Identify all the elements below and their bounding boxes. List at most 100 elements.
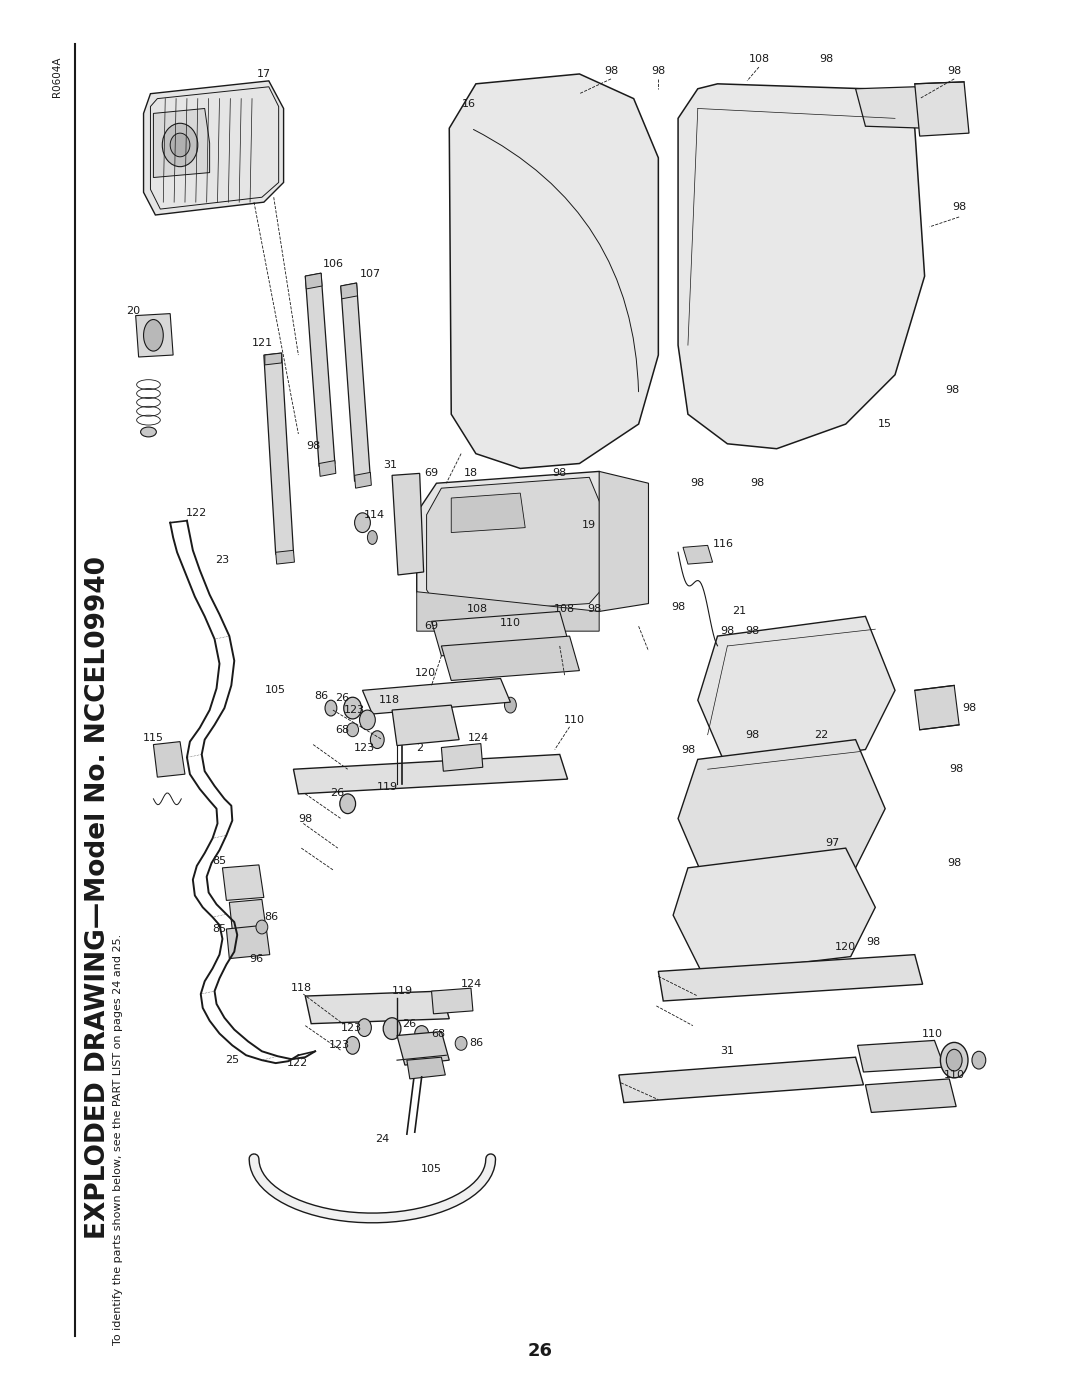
- Polygon shape: [397, 1031, 449, 1065]
- Text: 98: 98: [651, 66, 665, 75]
- Text: 121: 121: [252, 338, 272, 348]
- Text: 98: 98: [750, 478, 764, 488]
- Polygon shape: [865, 1078, 956, 1112]
- Text: 98: 98: [945, 384, 959, 394]
- Text: 110: 110: [564, 715, 585, 725]
- Ellipse shape: [140, 427, 157, 437]
- Text: 123: 123: [345, 705, 365, 715]
- Polygon shape: [915, 686, 959, 729]
- Text: 24: 24: [375, 1134, 389, 1144]
- Text: 98: 98: [745, 729, 759, 740]
- Text: 98: 98: [962, 703, 976, 712]
- Text: 98: 98: [604, 66, 618, 75]
- Polygon shape: [417, 592, 599, 631]
- Polygon shape: [432, 612, 569, 655]
- Ellipse shape: [256, 921, 268, 935]
- Text: 20: 20: [126, 306, 140, 316]
- Text: 98: 98: [553, 468, 567, 478]
- Text: 86: 86: [469, 1038, 483, 1048]
- Text: 26: 26: [329, 788, 343, 798]
- Text: 98: 98: [949, 764, 963, 774]
- Polygon shape: [153, 109, 210, 177]
- Text: 98: 98: [745, 626, 759, 636]
- Text: 98: 98: [947, 858, 961, 868]
- Text: 108: 108: [554, 605, 576, 615]
- Ellipse shape: [455, 1037, 467, 1051]
- Text: 98: 98: [671, 602, 685, 612]
- Text: To identify the parts shown below, see the PART LIST on pages 24 and 25.: To identify the parts shown below, see t…: [113, 933, 123, 1345]
- Text: 119: 119: [391, 986, 413, 996]
- Ellipse shape: [171, 133, 190, 156]
- Text: 110: 110: [944, 1070, 964, 1080]
- Text: 116: 116: [713, 539, 734, 549]
- Polygon shape: [678, 84, 924, 448]
- Text: 26: 26: [335, 693, 349, 703]
- Text: 98: 98: [951, 203, 967, 212]
- Text: 122: 122: [186, 509, 207, 518]
- Text: 124: 124: [460, 979, 482, 989]
- Text: 123: 123: [329, 1041, 350, 1051]
- Text: 98: 98: [306, 441, 321, 451]
- Text: 115: 115: [143, 732, 164, 743]
- Text: 98: 98: [680, 745, 696, 754]
- Polygon shape: [229, 900, 266, 930]
- Polygon shape: [678, 739, 886, 887]
- Polygon shape: [858, 1041, 944, 1071]
- Text: 16: 16: [462, 99, 476, 109]
- Text: 69: 69: [424, 622, 438, 631]
- Polygon shape: [319, 461, 336, 476]
- Ellipse shape: [383, 1018, 401, 1039]
- Polygon shape: [683, 545, 713, 564]
- Text: 119: 119: [377, 782, 397, 792]
- Text: 124: 124: [469, 732, 489, 743]
- Text: 98: 98: [298, 813, 312, 824]
- Text: 2: 2: [416, 743, 423, 753]
- Polygon shape: [294, 754, 568, 793]
- Polygon shape: [341, 284, 357, 299]
- Polygon shape: [363, 679, 511, 714]
- Text: R0604A: R0604A: [52, 57, 62, 98]
- Polygon shape: [673, 848, 875, 974]
- Text: 68: 68: [431, 1028, 445, 1038]
- Ellipse shape: [162, 123, 198, 166]
- Polygon shape: [136, 313, 173, 358]
- Text: 123: 123: [341, 1023, 362, 1032]
- Ellipse shape: [144, 320, 163, 351]
- Polygon shape: [449, 74, 659, 468]
- Polygon shape: [417, 471, 619, 623]
- Text: 114: 114: [364, 510, 384, 520]
- Ellipse shape: [354, 513, 370, 532]
- Polygon shape: [659, 954, 922, 1002]
- Text: 98: 98: [819, 54, 833, 64]
- Text: 17: 17: [257, 68, 271, 80]
- Ellipse shape: [370, 731, 384, 749]
- Polygon shape: [698, 616, 895, 770]
- Polygon shape: [442, 743, 483, 771]
- Text: 69: 69: [424, 468, 438, 478]
- Text: 98: 98: [866, 937, 880, 947]
- Ellipse shape: [504, 697, 516, 712]
- Polygon shape: [427, 478, 604, 613]
- Polygon shape: [915, 82, 969, 136]
- Ellipse shape: [972, 1052, 986, 1069]
- Polygon shape: [442, 636, 580, 680]
- Polygon shape: [227, 925, 270, 958]
- Polygon shape: [306, 274, 335, 467]
- Ellipse shape: [325, 700, 337, 717]
- Text: 15: 15: [878, 419, 892, 429]
- Polygon shape: [153, 742, 185, 777]
- Text: 68: 68: [336, 725, 350, 735]
- Text: 31: 31: [383, 461, 397, 471]
- Text: 98: 98: [720, 626, 734, 636]
- Polygon shape: [341, 284, 370, 481]
- Polygon shape: [264, 353, 294, 555]
- Text: 22: 22: [814, 729, 828, 740]
- Text: 25: 25: [226, 1055, 240, 1065]
- Ellipse shape: [357, 1018, 372, 1037]
- Text: 107: 107: [360, 270, 381, 279]
- Text: 105: 105: [421, 1164, 442, 1173]
- Polygon shape: [432, 988, 473, 1014]
- Ellipse shape: [346, 1037, 360, 1055]
- Text: 18: 18: [464, 468, 478, 478]
- Text: 26: 26: [402, 1018, 416, 1028]
